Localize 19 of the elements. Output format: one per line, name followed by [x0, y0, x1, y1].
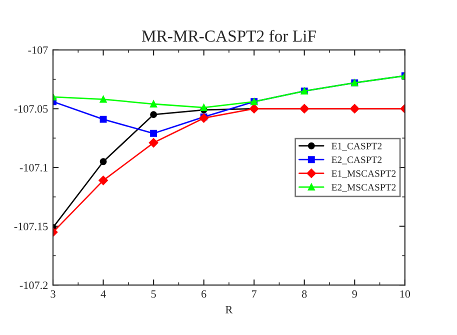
x-tick-label: 9	[352, 290, 357, 298]
x-tick-label: 10	[400, 290, 410, 298]
y-tick-label: -107.2	[20, 282, 48, 290]
y-tick-label: -107	[28, 46, 48, 54]
x-tick-label: 6	[202, 290, 206, 298]
y-tick-label: -107.15	[14, 222, 48, 230]
x-tick-label: 5	[151, 290, 156, 298]
legend-label: E2_CASPT2	[332, 156, 382, 164]
x-tick-label: 7	[252, 290, 257, 298]
x-tick-label: 8	[302, 290, 307, 298]
y-tick-label: -107.05	[14, 105, 48, 113]
legend-label: E2_MSCASPT2	[332, 184, 396, 192]
x-axis-title: R	[226, 306, 233, 314]
chart-title: MR-MR-CASPT2 for LiF	[142, 30, 316, 42]
x-tick-label: 3	[50, 290, 56, 298]
legend-label: E1_CASPT2	[332, 142, 382, 151]
legend-label: E1_MSCASPT2	[332, 170, 396, 178]
y-tick-label: -107.1	[20, 164, 48, 172]
x-tick-label: 4	[100, 290, 106, 298]
